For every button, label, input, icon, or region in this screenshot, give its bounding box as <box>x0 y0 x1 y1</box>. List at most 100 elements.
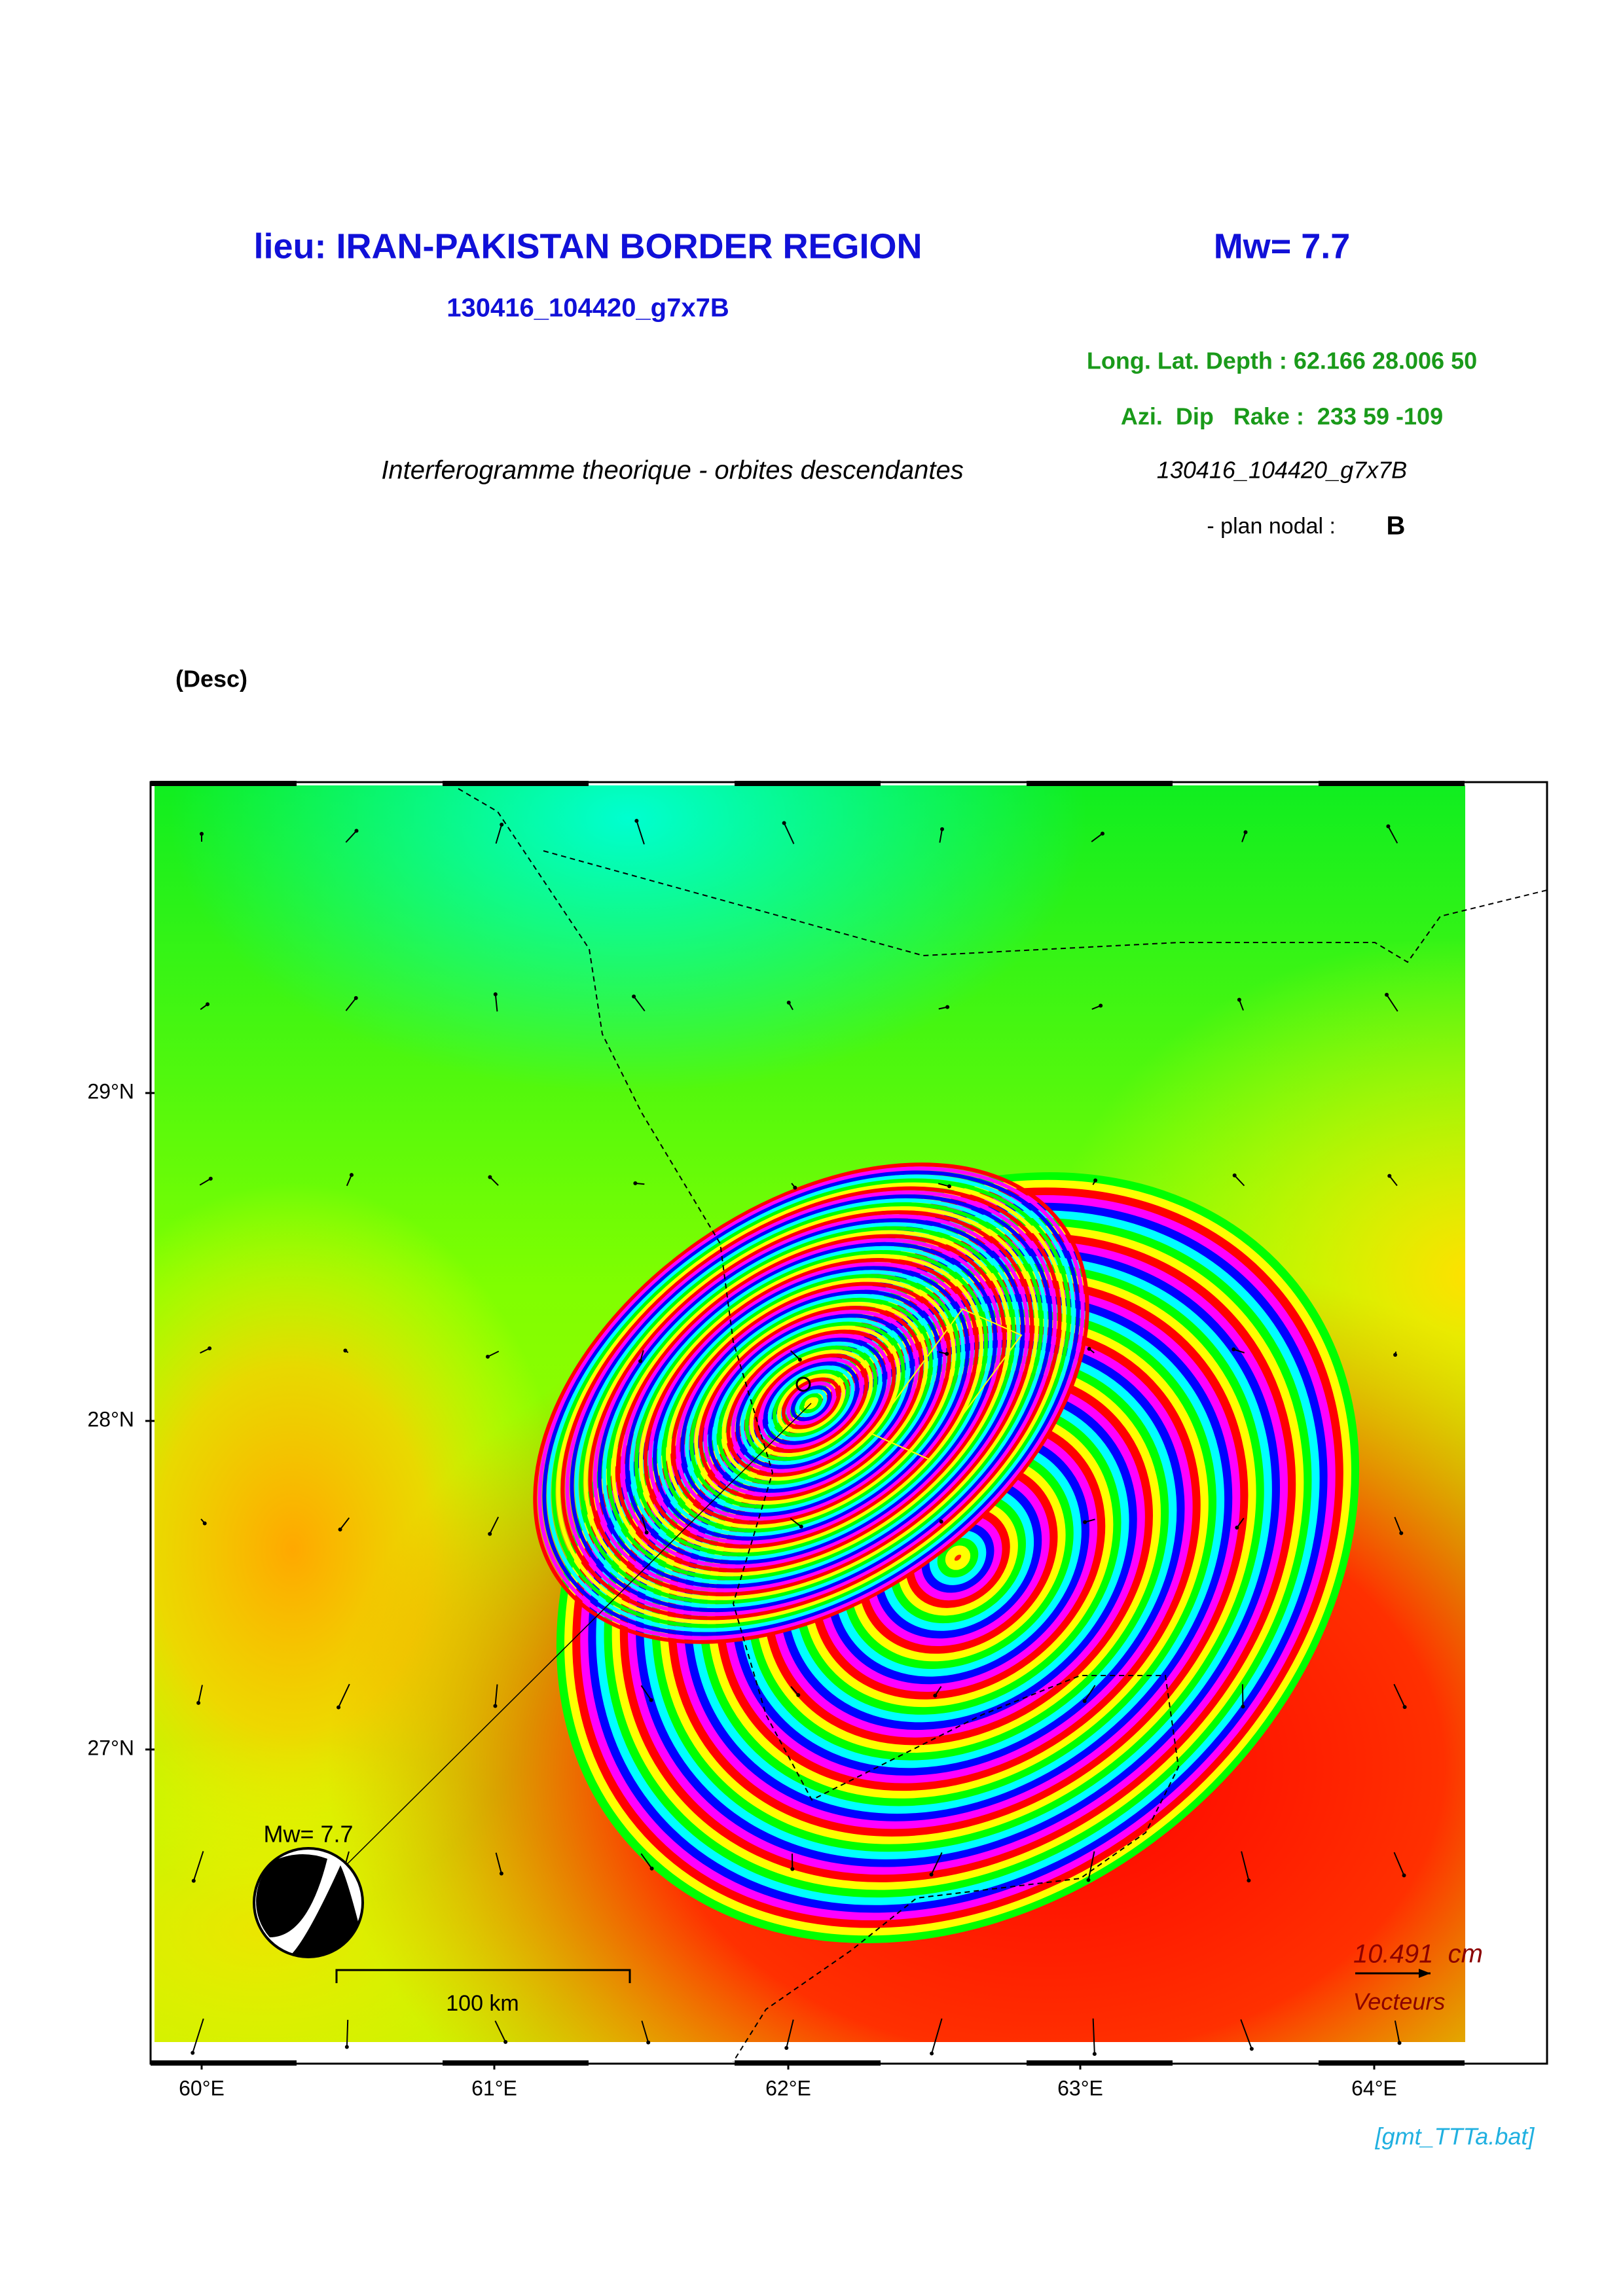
fringe <box>717 1321 905 1485</box>
orbit: (Desc) <box>175 666 247 692</box>
fringe <box>638 1254 984 1552</box>
vector <box>494 2020 507 2043</box>
vector-head <box>784 2046 789 2051</box>
vector <box>641 1516 647 1533</box>
vector-head <box>632 994 636 999</box>
fringe <box>685 1293 938 1513</box>
border <box>458 788 1180 2062</box>
vector-head <box>1385 992 1389 997</box>
vector-head <box>354 829 359 833</box>
vector-head <box>799 1524 803 1529</box>
vector <box>494 994 498 1012</box>
vector-head <box>646 2040 651 2045</box>
vector-head <box>1082 1699 1087 1704</box>
fringe <box>726 1329 896 1477</box>
vector <box>1394 2020 1400 2043</box>
vector-head <box>1387 1174 1392 1178</box>
vector <box>1387 826 1398 844</box>
fringe <box>740 1341 883 1465</box>
vector-head <box>337 1705 341 1710</box>
fringe <box>570 1194 1053 1613</box>
vector <box>346 2020 349 2047</box>
mechanism: Azi. Dip Rake : 233 59 -109 <box>1121 403 1443 430</box>
fringe <box>615 1234 1007 1573</box>
fringe <box>781 1377 841 1429</box>
fringe <box>602 1222 1021 1585</box>
fringe <box>712 1318 910 1489</box>
fringe <box>945 1545 971 1570</box>
fault-plane <box>869 1308 1023 1461</box>
fringe <box>565 1190 1057 1617</box>
vector-head <box>929 1873 934 1877</box>
vector-head <box>488 1532 492 1536</box>
fringe <box>689 1297 933 1509</box>
vector <box>1092 2018 1095 2054</box>
ball-link <box>308 1403 812 1903</box>
fringe <box>634 1249 989 1557</box>
frame-bar <box>151 2060 297 2066</box>
fringe <box>799 1393 823 1414</box>
vector-head <box>500 822 504 827</box>
vector-head <box>1241 1704 1245 1709</box>
vector <box>494 1684 498 1706</box>
fringe <box>758 1357 864 1449</box>
vector-head <box>638 1359 643 1363</box>
vector-head <box>947 1184 951 1189</box>
vector-head <box>208 1346 212 1351</box>
vector <box>495 824 503 844</box>
vector <box>345 997 357 1011</box>
vector <box>1393 1852 1405 1876</box>
fringe <box>547 1174 1076 1632</box>
vector <box>339 1517 350 1530</box>
magnitude: Mw= 7.7 <box>1214 226 1351 266</box>
vector-head <box>933 1693 938 1698</box>
fringe <box>749 1349 873 1458</box>
fringe <box>597 1218 1025 1588</box>
fringe <box>643 1258 979 1549</box>
vector <box>640 1853 653 1869</box>
vector-head <box>945 1005 950 1009</box>
vector <box>1087 1851 1095 1880</box>
vector <box>1386 994 1398 1012</box>
vector-head <box>649 1866 654 1871</box>
frame-bar <box>443 781 589 786</box>
fringe <box>593 1214 1030 1592</box>
vector <box>345 830 357 843</box>
fringe <box>620 1238 1002 1569</box>
vector-head <box>1249 2047 1254 2051</box>
title: lieu: IRAN-PAKISTAN BORDER REGION <box>253 226 922 266</box>
vector-head <box>200 832 204 836</box>
vector <box>633 996 646 1012</box>
fringe <box>588 1210 1034 1596</box>
interferogram <box>155 785 1465 2042</box>
vector <box>1084 1685 1096 1702</box>
fringe <box>772 1369 850 1437</box>
fringe <box>556 1182 1067 1624</box>
vector-head <box>797 1357 802 1362</box>
vector <box>199 1177 211 1186</box>
fringe <box>648 1262 974 1545</box>
lat-label: 28°N <box>88 1407 135 1431</box>
vector-head <box>939 1519 943 1524</box>
vector-head <box>1397 2041 1402 2045</box>
vector-head <box>343 1348 348 1353</box>
fringe <box>703 1310 919 1497</box>
vector-head <box>202 1521 207 1526</box>
frame-bar <box>1027 2060 1173 2066</box>
vector-head <box>796 1693 801 1697</box>
beachball <box>253 1847 364 1958</box>
vector <box>489 1516 500 1535</box>
vector-head <box>208 1176 213 1181</box>
frame-bar <box>735 781 881 786</box>
vector-label: Vecteurs <box>1353 1988 1446 2015</box>
vector-head <box>191 2051 195 2055</box>
vector-head <box>349 1173 354 1177</box>
vector-head <box>354 996 358 1000</box>
fringe <box>533 1162 1089 1644</box>
vector <box>495 1852 502 1874</box>
fringe <box>574 1198 1048 1609</box>
fringe <box>538 1166 1085 1640</box>
vectors <box>191 819 1407 2056</box>
frame-bar <box>735 2060 881 2066</box>
